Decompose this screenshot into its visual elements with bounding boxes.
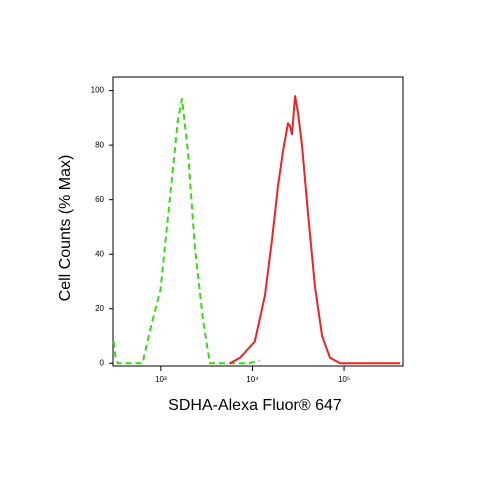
y-tick-label: 80 <box>95 140 104 149</box>
x-tick-label: 10⁴ <box>246 375 259 384</box>
y-tick-label: 100 <box>91 86 105 95</box>
y-tick-label: 20 <box>95 304 104 313</box>
series-line <box>229 95 401 365</box>
x-tick-label: 10⁵ <box>338 375 350 384</box>
y-axis-label: Cell Counts (% Max) <box>57 155 74 302</box>
y-tick-label: 0 <box>100 358 105 367</box>
y-tick-label: 40 <box>95 249 104 258</box>
series-line <box>112 97 260 365</box>
x-axis-label: SDHA-Alexa Fluor® 647 <box>168 397 342 414</box>
x-tick-label: 10³ <box>155 375 167 384</box>
y-tick-label: 60 <box>95 195 104 204</box>
plot-frame <box>112 76 404 367</box>
